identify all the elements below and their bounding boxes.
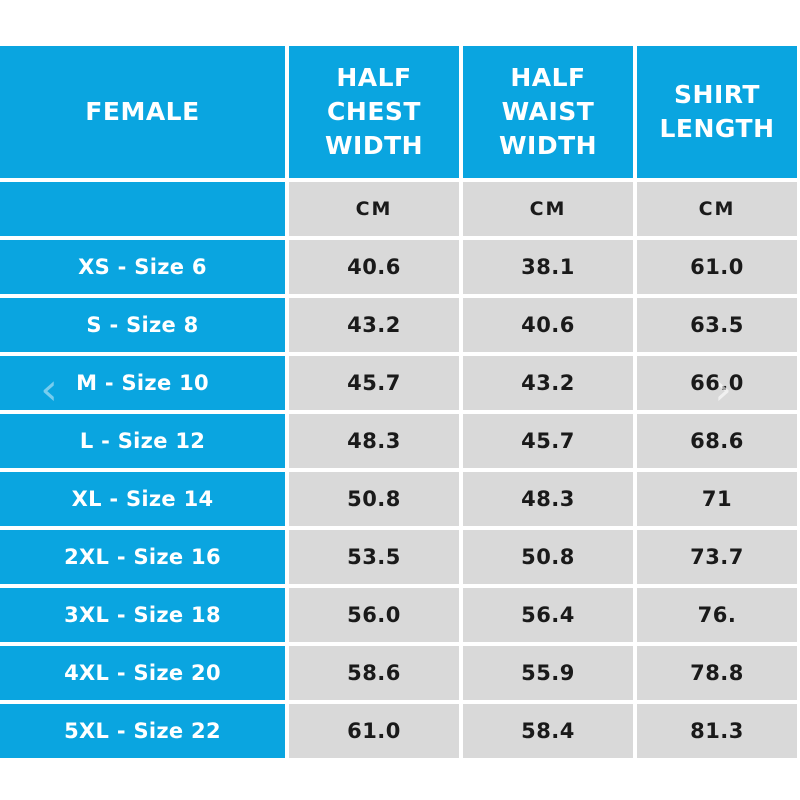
size-label: XL - Size 14 (0, 472, 285, 526)
chest-value: 61.0 (289, 704, 459, 758)
waist-value: 43.2 (463, 356, 633, 410)
table-row: S - Size 8 43.2 40.6 63.5 (0, 298, 797, 352)
chest-value: 56.0 (289, 588, 459, 642)
length-value: 73.7 (637, 530, 797, 584)
chest-value: 45.7 (289, 356, 459, 410)
size-label: XS - Size 6 (0, 240, 285, 294)
unit-cell-chest: CM (289, 182, 459, 236)
waist-value: 58.4 (463, 704, 633, 758)
size-label: L - Size 12 (0, 414, 285, 468)
table-row: XS - Size 6 40.6 38.1 61.0 (0, 240, 797, 294)
header-chest-line-2: CHEST (327, 97, 421, 126)
table-row: 4XL - Size 20 58.6 55.9 78.8 (0, 646, 797, 700)
waist-value: 38.1 (463, 240, 633, 294)
length-value: 66.0 (637, 356, 797, 410)
header-half-chest-width: HALF CHEST WIDTH (289, 46, 459, 178)
header-chest-line-1: HALF (336, 63, 412, 92)
size-chart-table: FEMALE HALF CHEST WIDTH HALF WAIST WIDTH… (0, 42, 800, 762)
header-half-waist-width: HALF WAIST WIDTH (463, 46, 633, 178)
chevron-right-icon[interactable]: › (714, 364, 732, 415)
waist-value: 50.8 (463, 530, 633, 584)
length-value: 63.5 (637, 298, 797, 352)
chest-value: 50.8 (289, 472, 459, 526)
header-waist-line-2: WAIST (501, 97, 595, 126)
chest-value: 40.6 (289, 240, 459, 294)
waist-value: 48.3 (463, 472, 633, 526)
unit-row: CM CM CM (0, 182, 797, 236)
table-body: CM CM CM XS - Size 6 40.6 38.1 61.0 S - … (0, 182, 797, 758)
waist-value: 40.6 (463, 298, 633, 352)
header-length-line-2: LENGTH (659, 114, 775, 143)
waist-value: 45.7 (463, 414, 633, 468)
header-shirt-length: SHIRT LENGTH (637, 46, 797, 178)
table-row: 3XL - Size 18 56.0 56.4 76. (0, 588, 797, 642)
chevron-left-icon[interactable]: ‹ (40, 364, 58, 415)
waist-value: 56.4 (463, 588, 633, 642)
size-label: 5XL - Size 22 (0, 704, 285, 758)
header-chest-line-3: WIDTH (324, 131, 424, 160)
table-row: M - Size 10 45.7 43.2 66.0 (0, 356, 797, 410)
header-waist-line-1: HALF (510, 63, 586, 92)
unit-cell-waist: CM (463, 182, 633, 236)
unit-cell-length: CM (637, 182, 797, 236)
size-label: 4XL - Size 20 (0, 646, 285, 700)
length-value: 81.3 (637, 704, 797, 758)
size-label: M - Size 10 (0, 356, 285, 410)
header-row: FEMALE HALF CHEST WIDTH HALF WAIST WIDTH… (0, 46, 797, 178)
table-row: XL - Size 14 50.8 48.3 71 (0, 472, 797, 526)
length-value: 76. (637, 588, 797, 642)
length-value: 68.6 (637, 414, 797, 468)
header-female: FEMALE (0, 46, 285, 178)
size-label: S - Size 8 (0, 298, 285, 352)
chest-value: 53.5 (289, 530, 459, 584)
chest-value: 58.6 (289, 646, 459, 700)
header-length-line-1: SHIRT (674, 80, 760, 109)
chest-value: 48.3 (289, 414, 459, 468)
header-female-line: FEMALE (85, 97, 200, 126)
chest-value: 43.2 (289, 298, 459, 352)
header-waist-line-3: WIDTH (498, 131, 598, 160)
length-value: 78.8 (637, 646, 797, 700)
table-row: L - Size 12 48.3 45.7 68.6 (0, 414, 797, 468)
waist-value: 55.9 (463, 646, 633, 700)
unit-blank-cell (0, 182, 285, 236)
table-row: 5XL - Size 22 61.0 58.4 81.3 (0, 704, 797, 758)
size-label: 2XL - Size 16 (0, 530, 285, 584)
table-row: 2XL - Size 16 53.5 50.8 73.7 (0, 530, 797, 584)
length-value: 61.0 (637, 240, 797, 294)
length-value: 71 (637, 472, 797, 526)
size-label: 3XL - Size 18 (0, 588, 285, 642)
